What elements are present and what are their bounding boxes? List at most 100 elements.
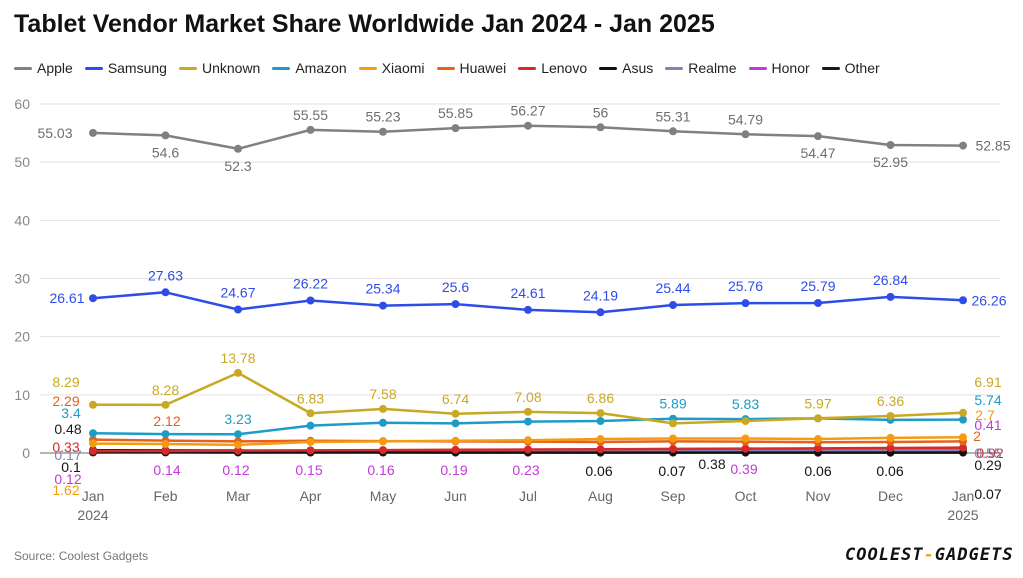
data-point-unknown [741,417,750,426]
data-label-samsung: 24.67 [220,285,255,301]
x-tick-label: Dec [878,488,903,504]
data-point-xiaomi [669,434,677,443]
data-point-lenovo [814,444,822,453]
data-point-apple [524,121,532,130]
data-label-unknown: 8.28 [152,382,179,398]
data-point-lenovo [306,446,315,455]
x-tick-label: 2024 [77,507,108,523]
data-point-xiaomi [89,439,97,448]
data-label-apple: 55.55 [293,107,328,123]
legend-item-realme: Realme [665,60,737,76]
data-label-apple: 55.31 [655,108,690,124]
data-label-asus: 0.06 [804,463,831,479]
legend-item-asus: Asus [599,60,653,76]
chart-title: Tablet Vendor Market Share Worldwide Jan… [14,10,715,38]
data-label-realme: 0.17 [54,447,81,463]
data-label-huawei: 2 [973,428,981,444]
legend-swatch [748,66,767,70]
data-point-xiaomi [524,436,532,445]
data-point-amazon [161,430,170,439]
legend-swatch [599,66,618,70]
data-label-samsung: 26.84 [873,272,908,288]
y-tick-label: 60 [14,96,30,112]
data-label-honor: 0.16 [367,462,394,478]
data-label-amazon: 5.74 [974,392,1001,408]
data-label-samsung: 25.6 [442,279,469,295]
data-label-honor: 0.19 [440,462,467,478]
legend-swatch [821,66,840,70]
data-point-samsung [306,296,315,305]
data-point-apple [161,131,170,140]
y-tick-label: 10 [14,387,30,403]
data-label-unknown: 6.36 [877,393,904,409]
data-label-apple: 54.6 [152,144,179,160]
data-point-lenovo [234,446,242,455]
data-label-samsung: 24.19 [583,287,618,303]
data-label-honor: 0.14 [153,462,180,478]
x-tick-label: May [370,488,396,504]
data-label-honor: 0.12 [54,471,81,487]
data-point-apple [886,141,895,150]
data-point-apple [379,127,387,136]
x-tick-label: Sep [661,488,686,504]
x-tick-label: Feb [153,488,177,504]
legend-label: Lenovo [541,60,588,76]
data-point-samsung [89,294,97,303]
data-point-samsung [524,305,532,314]
data-point-lenovo [451,445,460,454]
legend-item-lenovo: Lenovo [518,60,587,76]
data-point-amazon [234,430,242,439]
data-label-unknown: 6.91 [974,374,1001,390]
data-point-apple [669,127,677,136]
data-label-apple: 52.85 [975,138,1010,154]
data-point-xiaomi [814,435,822,444]
legend-item-unknown: Unknown [178,60,261,76]
data-label-samsung: 26.61 [49,290,84,306]
data-label-other: 0.29 [974,457,1001,473]
x-tick-label: Mar [226,488,250,504]
legend-swatch [665,66,684,70]
data-point-lenovo [379,446,387,455]
data-point-xiaomi [306,437,315,446]
legend-label: Other [844,60,880,76]
legend-label: Amazon [295,60,347,76]
legend-item-huawei: Huawei [436,60,506,76]
data-label-amazon: 5.89 [659,396,686,412]
legend-swatch [272,66,291,70]
x-tick-label: Apr [300,488,322,504]
x-tick-label: Jan [82,488,105,504]
legend-swatch [14,66,32,70]
data-point-lenovo [886,444,895,453]
data-label-huawei: 2.12 [153,413,180,429]
data-label-apple: 55.85 [438,105,473,121]
x-tick-label: Nov [806,488,831,504]
legend-label: Unknown [201,60,261,76]
data-label-samsung: 24.61 [510,285,545,301]
data-label-asus: 0.1 [61,459,81,475]
data-point-xiaomi [886,433,895,442]
legend-item-honor: Honor [748,60,810,76]
data-label-unknown: 5.97 [804,395,831,411]
data-point-apple [596,123,605,132]
y-tick-label: 30 [14,271,30,287]
data-point-samsung [741,299,750,308]
x-tick-label: Oct [735,488,757,504]
x-tick-label: 2025 [947,507,978,523]
legend-item-amazon: Amazon [272,60,347,76]
data-point-amazon [596,417,605,426]
data-point-apple [814,132,822,141]
data-label-samsung: 26.26 [971,292,1006,308]
legend-swatch [518,66,537,70]
data-label-apple: 56 [593,104,609,120]
y-tick-label: 50 [14,154,30,170]
data-label-honor: 0.12 [222,462,249,478]
data-point-amazon [306,421,315,430]
data-label-amazon: 5.83 [732,396,759,412]
data-label-apple: 54.79 [728,111,763,127]
data-point-unknown [814,414,822,423]
data-label-samsung: 25.76 [728,278,763,294]
data-label-samsung: 25.44 [655,280,690,296]
data-label-unknown: 13.78 [220,350,255,366]
data-point-samsung [959,296,967,305]
